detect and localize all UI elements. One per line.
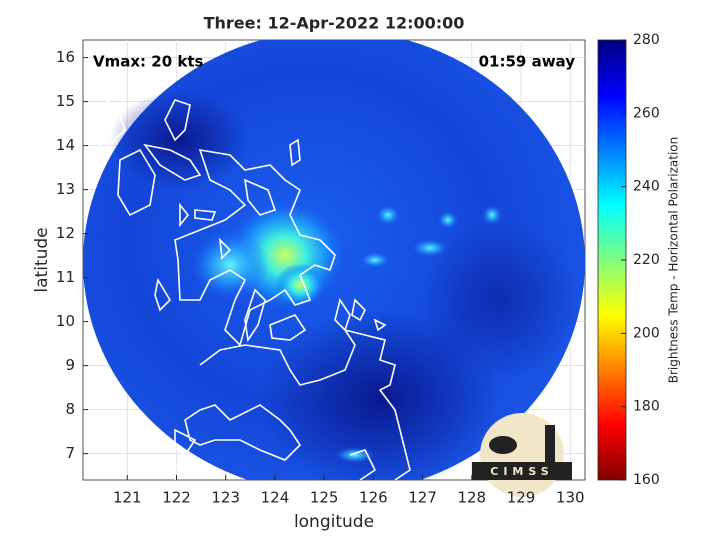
y-tick-label: 12 bbox=[56, 224, 75, 242]
warm-region bbox=[482, 205, 502, 225]
colorbar-tick-label: 200 bbox=[633, 325, 660, 341]
y-axis-label: latitude bbox=[32, 227, 52, 292]
y-tick-label: 8 bbox=[65, 400, 75, 418]
colorbar-tick-label: 220 bbox=[633, 252, 660, 268]
x-tick-label: 122 bbox=[162, 489, 191, 507]
warm-region bbox=[190, 230, 270, 300]
x-tick-label: 130 bbox=[556, 489, 585, 507]
warm-region bbox=[412, 239, 448, 257]
warm-region bbox=[275, 263, 325, 307]
y-tick-label: 16 bbox=[56, 48, 75, 66]
y-tick-label: 11 bbox=[56, 268, 75, 286]
x-tick-label: 128 bbox=[457, 489, 486, 507]
x-axis-label: longitude bbox=[294, 512, 374, 532]
colorbar-tick-label: 260 bbox=[633, 105, 660, 121]
x-tick-label: 126 bbox=[359, 489, 388, 507]
warm-region bbox=[335, 447, 375, 463]
annotation: Vmax: 20 kts bbox=[93, 53, 203, 71]
cold-region bbox=[110, 90, 250, 190]
colorbar-label: Brightness Temp - Horizontal Polarizatio… bbox=[667, 137, 681, 384]
y-tick-label: 13 bbox=[56, 180, 75, 198]
y-tick-label: 9 bbox=[65, 356, 75, 374]
annotation: 01:59 away bbox=[479, 53, 576, 71]
cold-region bbox=[420, 220, 580, 380]
coastline bbox=[179, 138, 301, 228]
chart-title: Three: 12-Apr-2022 12:00:00 bbox=[204, 14, 465, 33]
y-tick-label: 14 bbox=[56, 136, 75, 154]
colorbar-tick-label: 160 bbox=[633, 472, 660, 488]
colorbar-tick-label: 180 bbox=[633, 399, 660, 415]
x-tick-label: 129 bbox=[507, 489, 536, 507]
coastline bbox=[84, 94, 202, 217]
imagery bbox=[83, 40, 585, 480]
logo: CIMSS bbox=[472, 413, 572, 497]
x-tick-label: 127 bbox=[408, 489, 437, 507]
warm-region bbox=[360, 252, 390, 268]
coastline bbox=[174, 328, 411, 480]
warm-region bbox=[376, 205, 400, 225]
logo-icon bbox=[489, 436, 517, 454]
y-tick-label: 10 bbox=[56, 312, 75, 330]
logo-band bbox=[472, 462, 572, 480]
warm-region bbox=[438, 211, 458, 229]
coastline bbox=[174, 148, 336, 347]
x-tick-label: 123 bbox=[211, 489, 240, 507]
x-tick-label: 124 bbox=[261, 489, 290, 507]
colorbar-tick-label: 240 bbox=[633, 179, 660, 195]
y-tick-label: 7 bbox=[65, 444, 75, 462]
x-tick-label: 121 bbox=[113, 489, 142, 507]
y-tick-label: 15 bbox=[56, 92, 75, 110]
logo-icon bbox=[545, 425, 555, 462]
colorbar-tick-label: 280 bbox=[633, 32, 660, 48]
logo-text: CIMSS bbox=[490, 465, 553, 478]
x-tick-label: 125 bbox=[310, 489, 339, 507]
